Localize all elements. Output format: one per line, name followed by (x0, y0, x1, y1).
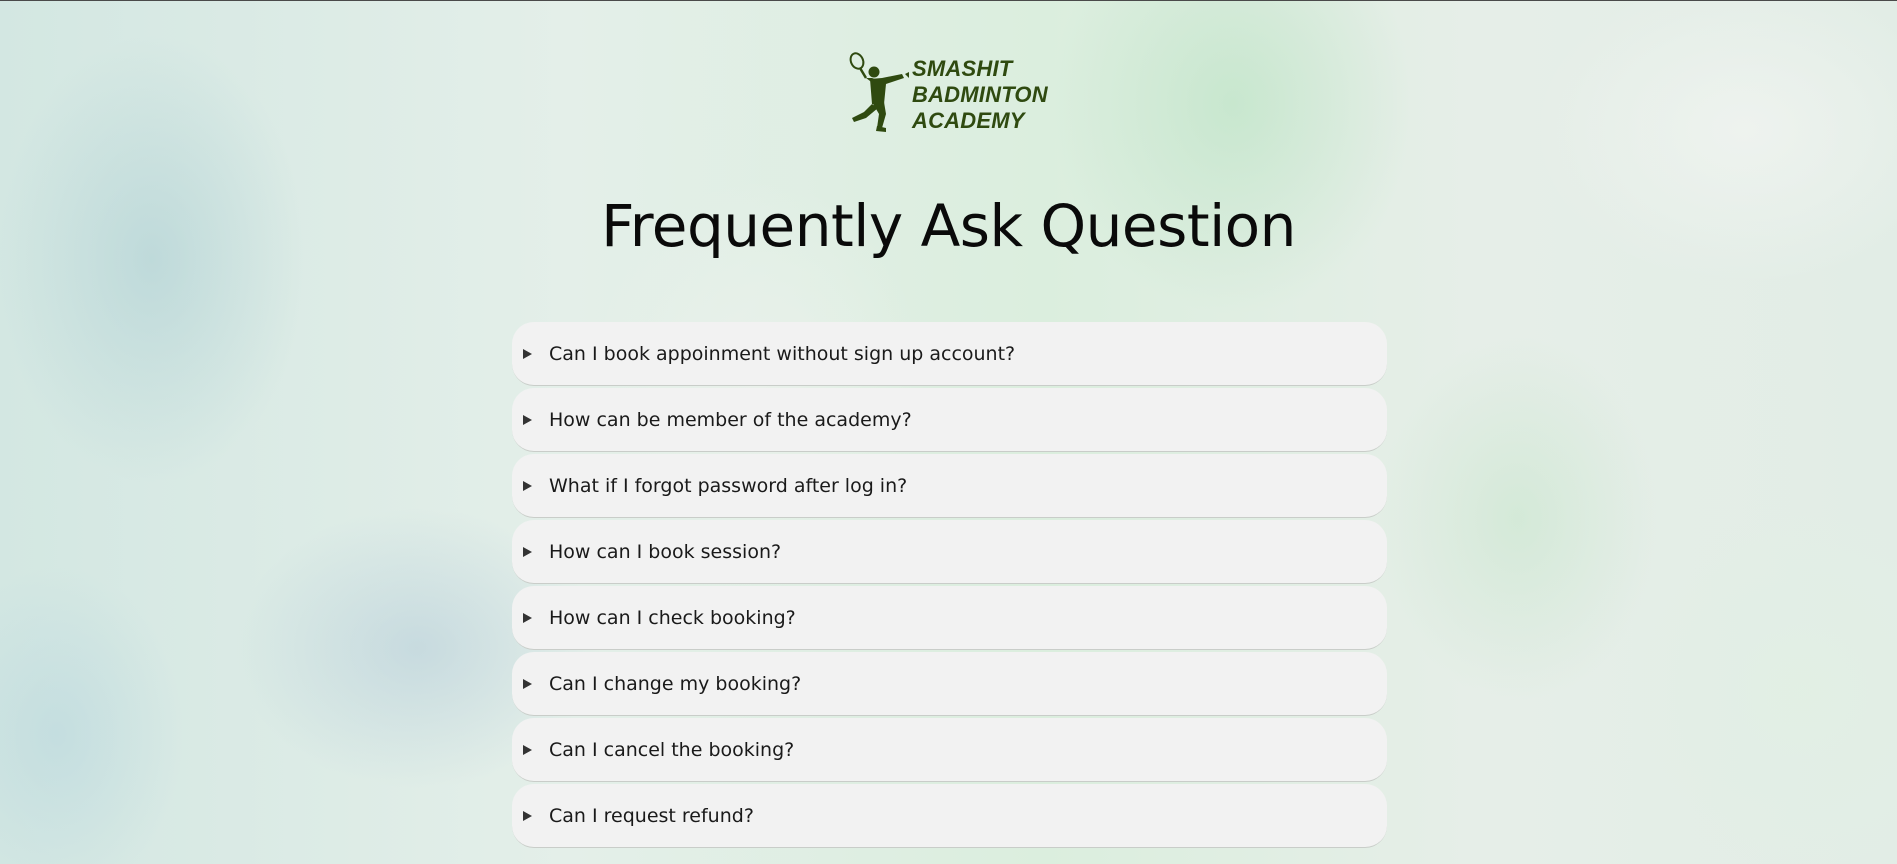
triangle-right-icon (523, 414, 532, 425)
badminton-player-icon (849, 52, 909, 132)
triangle-right-icon (523, 612, 532, 623)
faq-item[interactable]: How can I check booking? (512, 586, 1387, 650)
faq-question: Can I request refund? (549, 804, 754, 827)
logo-wordmark: SMASHIT BADMINTON ACADEMY (912, 56, 1048, 134)
faq-item[interactable]: What if I forgot password after log in? (512, 454, 1387, 518)
triangle-right-icon (523, 546, 532, 557)
page-title: Frequently Ask Question (601, 192, 1296, 260)
faq-item[interactable]: Can I book appoinment without sign up ac… (512, 322, 1387, 386)
faq-item[interactable]: Can I request refund? (512, 784, 1387, 848)
triangle-right-icon (523, 744, 532, 755)
faq-question: What if I forgot password after log in? (549, 474, 908, 497)
faq-item[interactable]: How can I book session? (512, 520, 1387, 584)
faq-question: How can I check booking? (549, 606, 796, 629)
faq-question: Can I cancel the booking? (549, 738, 795, 761)
triangle-right-icon (523, 348, 532, 359)
faq-item[interactable]: Can I cancel the booking? (512, 718, 1387, 782)
faq-question: How can be member of the academy? (549, 408, 912, 431)
faq-list: Can I book appoinment without sign up ac… (512, 322, 1387, 850)
triangle-right-icon (523, 678, 532, 689)
academy-logo[interactable]: SMASHIT BADMINTON ACADEMY (844, 48, 1064, 134)
logo-line-2: BADMINTON (912, 82, 1048, 107)
top-border (0, 0, 1897, 1)
triangle-right-icon (523, 480, 532, 491)
logo-line-3: ACADEMY (912, 108, 1025, 133)
faq-item[interactable]: How can be member of the academy? (512, 388, 1387, 452)
triangle-right-icon (523, 810, 532, 821)
faq-question: How can I book session? (549, 540, 782, 563)
logo-line-1: SMASHIT (912, 56, 1013, 81)
faq-question: Can I book appoinment without sign up ac… (549, 342, 1016, 365)
faq-item[interactable]: Can I change my booking? (512, 652, 1387, 716)
faq-question: Can I change my booking? (549, 672, 802, 695)
